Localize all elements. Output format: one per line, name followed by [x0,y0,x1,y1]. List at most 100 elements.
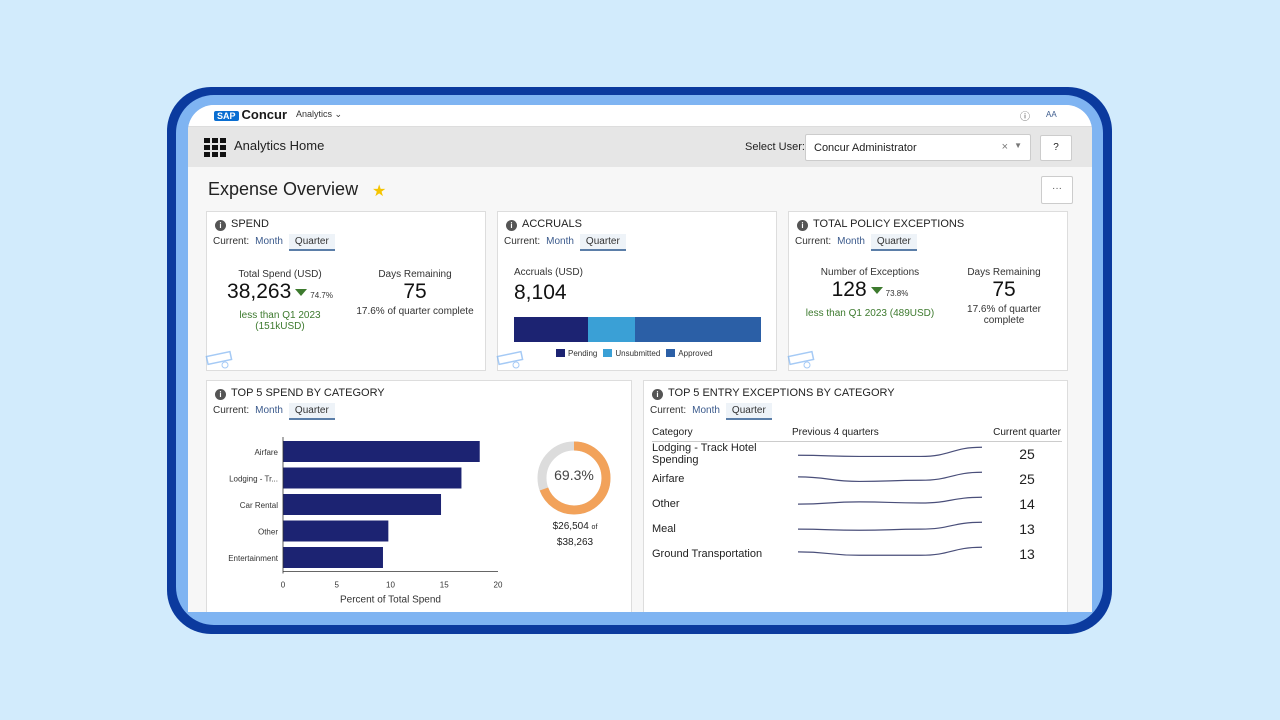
select-user-label: Select User: [745,141,805,153]
tab-month[interactable]: Month [546,236,574,247]
legend-swatch [666,349,676,357]
tab-month[interactable]: Month [837,236,865,247]
tab-quarter[interactable]: Quarter [725,403,772,420]
page-title: Expense Overview [208,179,359,199]
quarter-progress: 17.6% of quarter [967,304,1041,315]
accruals-label: Accruals (USD) [514,267,583,278]
favorite-star-icon[interactable]: ★ [372,183,387,200]
category-label: Lodging - Tr... [229,475,278,484]
help-circle-icon[interactable]: ⓘ [1020,112,1030,123]
avatar[interactable]: AA [1046,110,1057,119]
clear-icon[interactable]: × [1001,141,1008,153]
legend-label: Approved [678,349,713,358]
x-tick-label: 0 [281,581,286,590]
accruals-value: 8,104 [514,281,567,304]
table-row[interactable]: Airfare 25 [652,467,1062,492]
bar-1[interactable] [283,467,462,489]
exceptions-value: 128 [831,278,867,301]
spend-comparison: less than Q1 2023 [239,310,321,321]
exceptions-table: Category Previous 4 quarters Current qua… [652,427,1062,567]
bar-4[interactable] [283,547,383,568]
sparkline [797,521,983,531]
exceptions-change: 73.8% [885,289,909,298]
info-icon[interactable]: i [215,220,226,231]
quarter-progress: 17.6% of quarter complete [356,306,474,317]
wallet-icon [205,350,233,369]
bar-3[interactable] [283,520,389,542]
caret-down-icon[interactable]: ▼ [1014,141,1022,150]
tab-month[interactable]: Month [692,405,720,416]
top-bar: SAP Concur Analytics ⌄ ⓘ AA [188,105,1092,127]
help-button[interactable]: ? [1040,135,1072,161]
sparkline-path [797,446,983,457]
bar-2[interactable] [283,494,442,515]
x-tick-label: 10 [386,581,395,590]
select-user-dropdown[interactable]: Concur Administrator × ▼ [805,134,1031,161]
accrual-segment-approved[interactable] [635,317,761,342]
sparkline-cell [792,442,992,467]
tab-quarter[interactable]: Quarter [288,403,335,420]
accrual-segment-unsubmitted[interactable] [588,317,636,342]
sparkline-cell [792,517,992,542]
info-icon[interactable]: i [797,220,808,231]
app-grid-icon[interactable] [204,138,226,157]
legend-swatch [556,349,565,357]
accruals-stacked-bar [514,317,761,342]
info-icon[interactable]: i [215,389,226,400]
info-icon[interactable]: i [652,389,663,400]
analytics-menu[interactable]: Analytics ⌄ [296,109,343,119]
top-exceptions-card: i TOP 5 ENTRY EXCEPTIONS BY CATEGORY Curr… [643,380,1068,612]
days-remaining-value: 75 [992,278,1016,301]
spend-comparison-amount: (151kUSD) [255,321,305,332]
row-current: 13 [1019,521,1035,537]
concur-logo[interactable]: SAP Concur [214,107,287,122]
tab-month[interactable]: Month [255,405,283,416]
col-category: Category [652,427,792,442]
table-row[interactable]: Other 14 [652,492,1062,517]
category-label: Entertainment [228,554,279,563]
top-spend-total: $38,263 [556,537,594,548]
accrual-segment-pending[interactable] [514,317,589,342]
policy-exceptions-card: i TOTAL POLICY EXCEPTIONS Current: Month Qu… [787,211,1068,371]
sparkline [797,471,983,482]
days-remaining-value: 75 [403,280,427,303]
table-row[interactable]: Ground Transportation 13 [652,542,1062,567]
top-spend-amount: $26,504 [552,521,589,532]
category-label: Airfare [254,448,278,457]
top-spend-card: i TOP 5 SPEND BY CATEGORY Current: Month Qu… [206,380,632,612]
sparkline-cell [792,492,992,517]
tab-quarter[interactable]: Quarter [579,234,626,251]
tab-month[interactable]: Month [255,236,283,247]
info-icon[interactable]: i [506,220,517,231]
chevron-down-icon: ⌄ [334,109,343,119]
sparkline-cell [792,467,992,492]
legend-swatch [603,349,613,357]
header-title: Analytics Home [234,138,325,153]
sparkline [797,446,983,457]
tab-quarter[interactable]: Quarter [288,234,335,251]
quarter-progress-2: complete [983,315,1025,326]
x-axis-title: Percent of Total Spend [340,595,441,606]
table-row[interactable]: Lodging - Track Hotel Spending 25 [652,442,1062,467]
row-category: Airfare [652,473,685,485]
bar-0[interactable] [283,441,480,462]
period-tabs: Current: Month Quarter [650,403,778,420]
total-spend-label: Total Spend (USD) [238,269,322,280]
category-label: Car Rental [240,501,278,510]
sparkline-path [797,546,983,556]
period-tabs: Current: Month Quarter [213,234,341,251]
exceptions-label: Number of Exceptions [820,267,920,278]
tab-quarter[interactable]: Quarter [870,234,917,251]
period-tabs: Current: Month Quarter [213,403,341,420]
down-arrow-icon [295,289,308,296]
row-category: Lodging - Track Hotel Spending [652,442,757,467]
row-category: Other [652,498,680,510]
x-tick-label: 20 [494,581,503,590]
col-previous: Previous 4 quarters [792,427,992,442]
more-options-button[interactable]: ··· [1041,176,1073,204]
row-current: 25 [1019,471,1035,487]
exceptions-comparison: less than Q1 2023 (489USD) [805,308,935,319]
sparkline-path [797,471,983,482]
table-row[interactable]: Meal 13 [652,517,1062,542]
x-tick-label: 5 [335,581,340,590]
